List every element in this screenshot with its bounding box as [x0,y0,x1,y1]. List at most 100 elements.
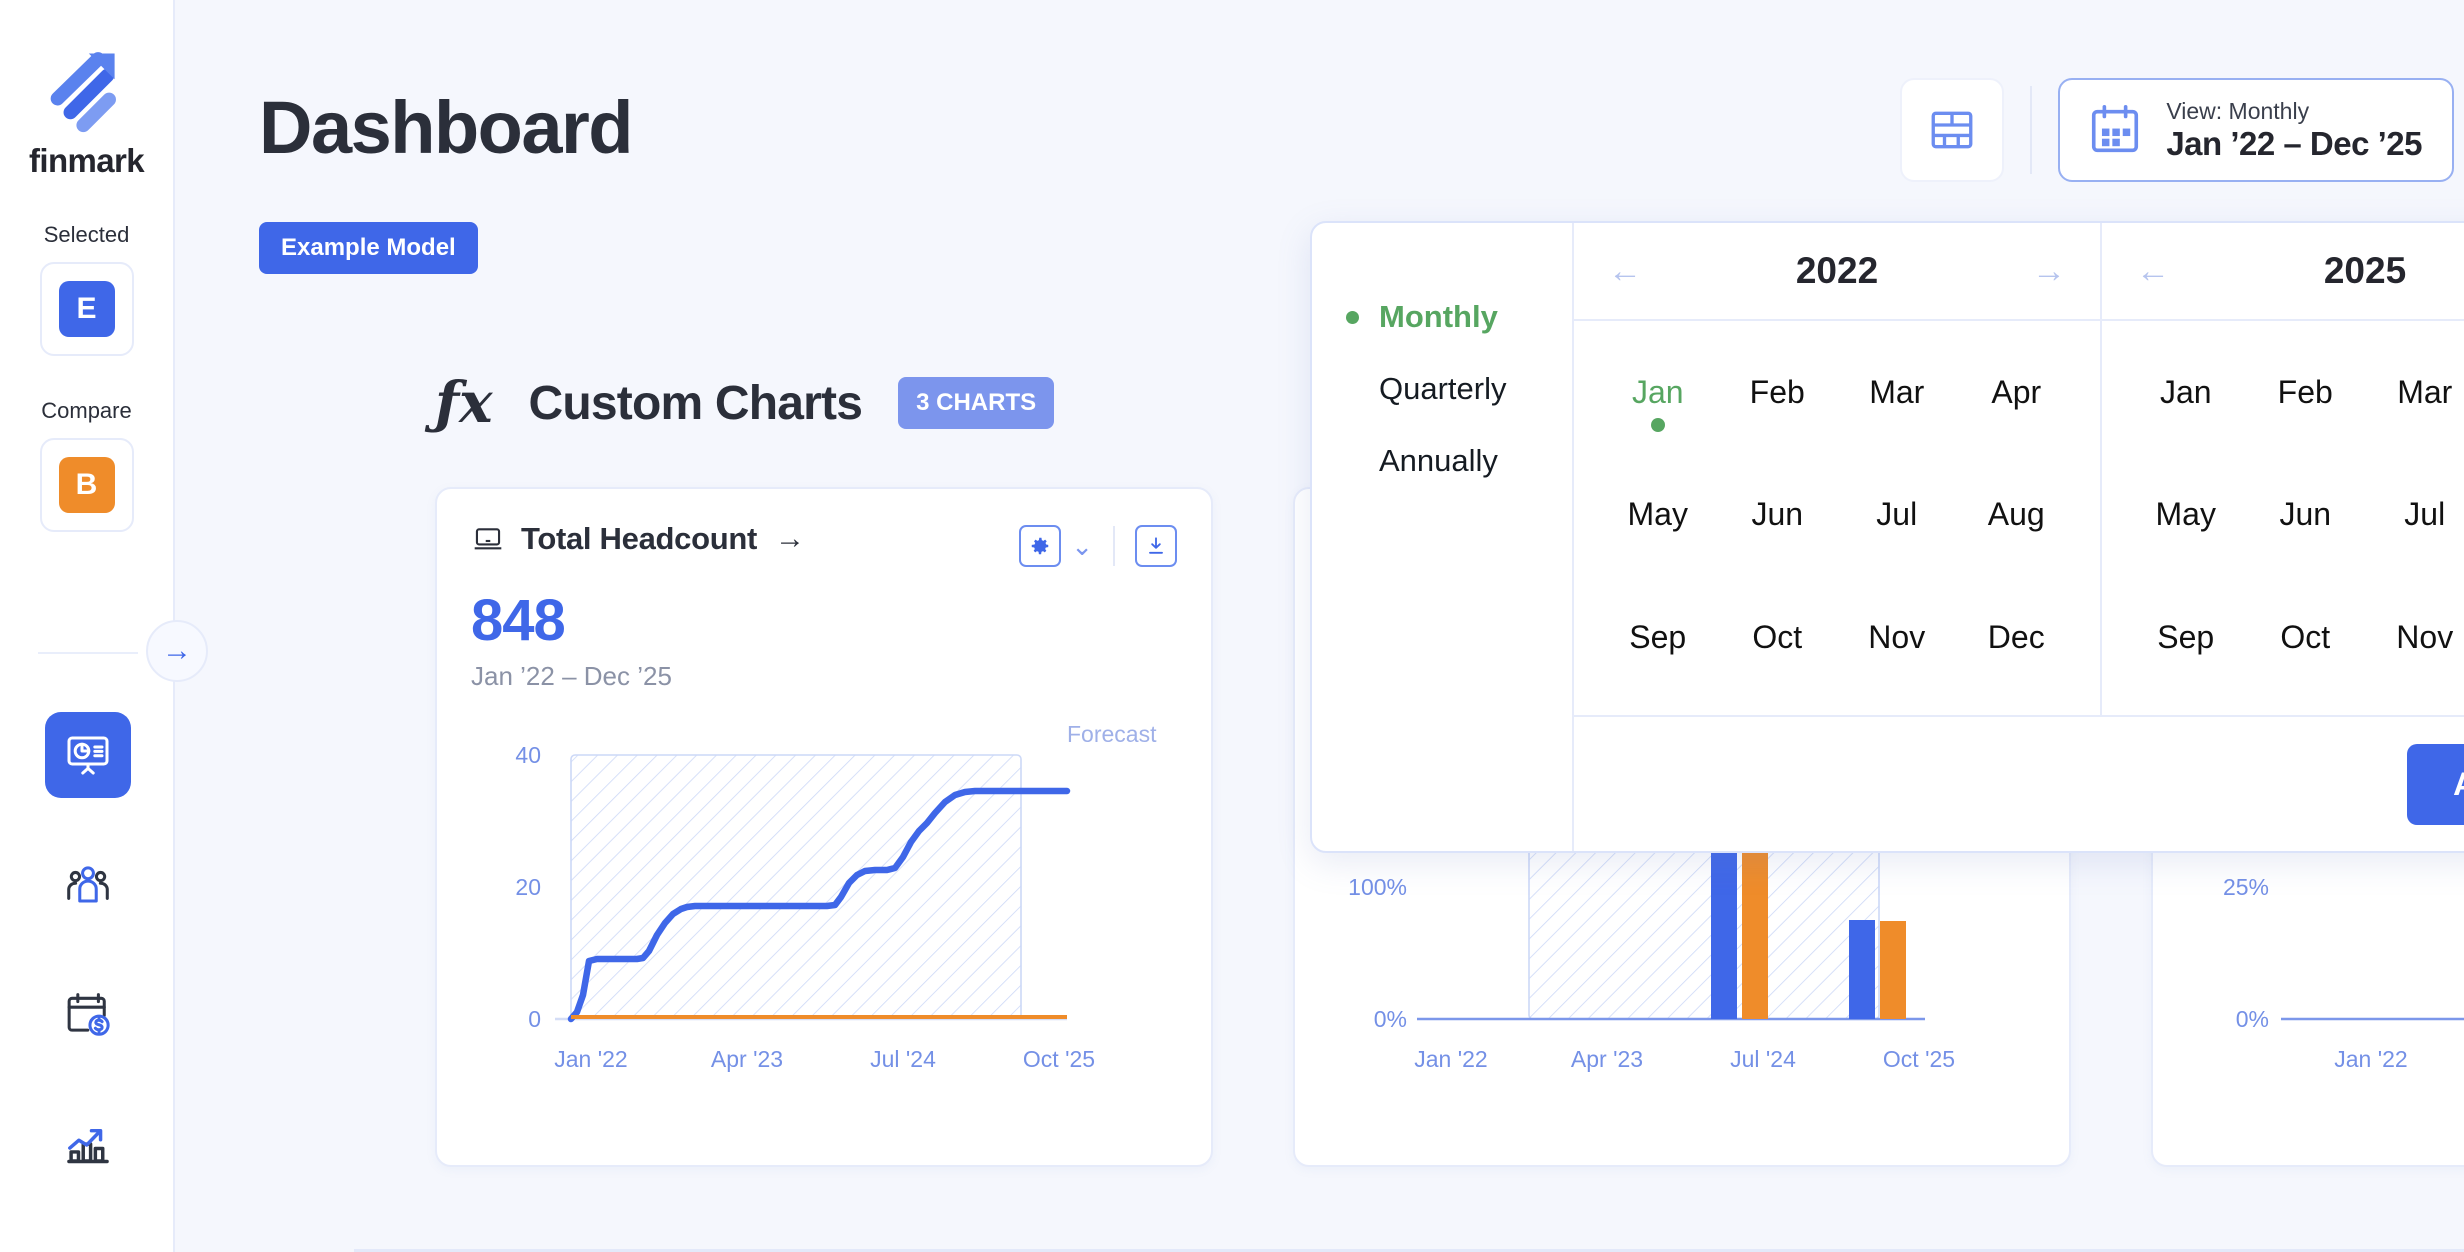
open-chart-arrow-icon[interactable]: → [775,522,806,555]
x-tick-0: Jan '22 [554,1046,627,1072]
chart-settings-button[interactable] [1019,525,1062,567]
month-grid: Jan Feb Mar Apr May Jun Jul Aug Sep Oct … [1574,321,2100,715]
toolbar-separator [2030,86,2033,174]
month-cell-feb[interactable]: Feb [2277,373,2333,410]
date-picker-year-start: ← 2022 → Jan Feb Mar Apr May Jun Jul Aug… [1574,223,2100,715]
charts-count-badge: 3 CHARTS [898,377,1055,429]
month-cell-jun[interactable]: Jun [2279,496,2332,533]
month-cell-may[interactable]: May [2155,496,2216,533]
x-tick-0: Jan '22 [2334,1046,2407,1072]
download-icon [1149,537,1163,554]
card-subtitle: Jan ’22 – Dec ’25 [471,661,672,691]
prev-year-button[interactable]: ← [1608,252,1642,290]
month-cell-apr[interactable]: Apr [1991,373,2042,410]
year-header: ← 2025 → [2102,223,2464,321]
month-cell-sep[interactable]: Sep [2157,619,2215,656]
date-picker-footer: Apply [1574,715,2464,851]
date-range-view-label: View: Monthly [2166,97,2310,124]
chart-download-button[interactable] [1135,525,1177,567]
calendar-dollar-icon [67,993,110,1036]
month-cell-aug[interactable]: Aug [1987,496,2045,533]
card-value: 848 [471,588,566,653]
date-picker-mode-annually[interactable]: Annually [1312,425,1572,497]
y-tick-25: 25% [2223,874,2269,900]
brand-name: finmark [28,142,145,179]
sidebar-item-dashboard[interactable] [44,712,131,798]
model-badge[interactable]: Example Model [259,222,478,274]
prev-year-button[interactable]: ← [2136,252,2170,290]
y-tick-100: 100% [1348,874,1407,900]
month-cell-jun[interactable]: Jun [1751,496,1804,533]
bottom-divider [354,1249,2464,1252]
bar-chart-growth-icon [66,1128,109,1164]
y-tick-20: 20 [515,874,541,900]
date-picker-mode-monthly[interactable]: Monthly [1312,281,1572,353]
month-cell-jul[interactable]: Jul [2404,496,2446,533]
selected-dot-icon [1650,417,1665,432]
date-picker-modes: Monthly Quarterly Annually [1312,223,1574,851]
month-cell-dec[interactable]: Dec [1987,619,2045,656]
y-tick-0: 0% [1374,1006,1407,1032]
year-header: ← 2022 → [1574,223,2100,321]
month-cell-mar[interactable]: Mar [1869,373,1925,410]
chevron-down-icon[interactable]: ⌄ [1071,530,1093,561]
header-toolbar: View: Monthly Jan ’22 – Dec ’25 [1900,78,2454,182]
bar-selected-oct25 [1849,920,1875,1019]
x-tick-0: Jan '22 [1414,1046,1487,1072]
selected-model-avatar: E [58,281,115,337]
x-tick-2: Jul '24 [870,1046,936,1072]
y-tick-0: 0% [2236,1006,2269,1032]
selected-label: Selected [43,222,130,247]
month-cell-sep[interactable]: Sep [1629,619,1687,656]
forecast-label: Forecast [1067,721,1157,747]
month-cell-oct[interactable]: Oct [1752,619,1803,656]
month-cell-nov[interactable]: Nov [2396,619,2454,656]
date-range-button[interactable]: View: Monthly Jan ’22 – Dec ’25 [2058,78,2454,182]
date-picker-mode-quarterly[interactable]: Quarterly [1312,353,1572,425]
sidebar-item-reports[interactable] [45,1102,131,1188]
finmark-arrow-logo [50,52,116,133]
custom-charts-header: ƒx Custom Charts 3 CHARTS [435,370,1055,436]
date-range-picker-popup[interactable]: Monthly Quarterly Annually ← 2022 → [1310,221,2464,853]
page-title: Dashboard [259,86,634,169]
next-year-button[interactable]: → [2032,252,2066,290]
year-label: 2025 [2323,250,2407,291]
table-view-button[interactable] [1900,78,2005,182]
y-tick-40: 40 [515,742,541,768]
month-cell-may[interactable]: May [1627,496,1688,533]
month-cell-oct[interactable]: Oct [2280,619,2331,656]
card-actions: ⌄ [1019,525,1177,567]
compare-label: Compare [41,398,132,423]
chart-card-total-headcount[interactable]: Total Headcount → ⌄ 848 Jan ’22 – Dec ’2… [435,487,1213,1167]
section-title: Custom Charts [528,376,863,430]
month-cell-feb[interactable]: Feb [1749,373,1805,410]
sidebar-item-budget[interactable] [45,972,131,1058]
compare-model-tile[interactable]: B [39,438,134,532]
team-people-icon [66,866,109,903]
selected-bullet-icon [1346,310,1359,324]
sidebar-item-team[interactable] [45,842,131,928]
month-cell-nov[interactable]: Nov [1868,619,1926,656]
date-picker-calendars: ← 2022 → Jan Feb Mar Apr May Jun Jul Aug… [1574,223,2464,851]
card-title: Total Headcount [521,521,758,556]
month-cell-jul[interactable]: Jul [1876,496,1918,533]
bar-selected-jul24 [1711,821,1737,1019]
card-header: Total Headcount → [471,521,805,557]
brand-logo[interactable]: finmark [0,0,173,180]
month-cell-jan[interactable]: Jan [2159,373,2212,410]
sidebar-divider [38,652,138,654]
arrow-right-icon: → [162,634,192,667]
month-cell-mar[interactable]: Mar [2397,373,2453,410]
apply-button[interactable]: Apply [2407,743,2464,825]
selected-model-tile[interactable]: E [39,262,134,356]
x-tick-3: Oct '25 [1883,1046,1955,1072]
compare-model-avatar: B [58,457,115,513]
bar-compare-jul24 [1742,821,1768,1019]
sidebar-collapse-button[interactable]: → [146,620,208,682]
laptop-icon [474,528,502,550]
headcount-series-line [567,787,1071,1023]
x-tick-1: Apr '23 [1571,1046,1643,1072]
month-cell-jan[interactable]: Jan [1632,374,1684,432]
year-label: 2022 [1795,250,1879,291]
month-grid: Jan Feb Mar Apr May Jun Jul Aug Sep Oct … [2102,321,2464,715]
